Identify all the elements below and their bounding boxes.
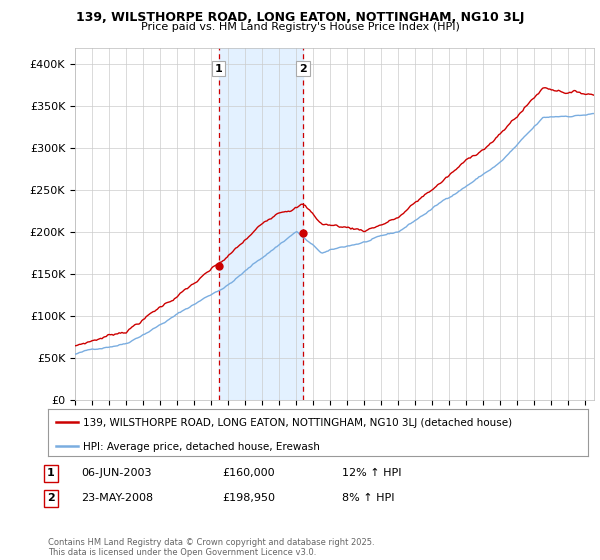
Text: 2: 2 [299, 64, 307, 73]
Bar [218, 48, 303, 400]
Text: HPI: Average price, detached house, Erewash: HPI: Average price, detached house, Erew… [83, 442, 320, 452]
Text: Contains HM Land Registry data © Crown copyright and database right 2025.
This d: Contains HM Land Registry data © Crown c… [48, 538, 374, 557]
Text: Price paid vs. HM Land Registry's House Price Index (HPI): Price paid vs. HM Land Registry's House … [140, 22, 460, 32]
Text: £160,000: £160,000 [222, 468, 275, 478]
Text: 1: 1 [47, 468, 55, 478]
Text: £198,950: £198,950 [222, 493, 275, 503]
Text: 12% ↑ HPI: 12% ↑ HPI [342, 468, 401, 478]
Text: 06-JUN-2003: 06-JUN-2003 [81, 468, 151, 478]
Text: 8% ↑ HPI: 8% ↑ HPI [342, 493, 395, 503]
Text: 139, WILSTHORPE ROAD, LONG EATON, NOTTINGHAM, NG10 3LJ: 139, WILSTHORPE ROAD, LONG EATON, NOTTIN… [76, 11, 524, 24]
Text: 2: 2 [47, 493, 55, 503]
Text: 139, WILSTHORPE ROAD, LONG EATON, NOTTINGHAM, NG10 3LJ (detached house): 139, WILSTHORPE ROAD, LONG EATON, NOTTIN… [83, 418, 512, 428]
Text: 23-MAY-2008: 23-MAY-2008 [81, 493, 153, 503]
Text: 1: 1 [215, 64, 223, 73]
